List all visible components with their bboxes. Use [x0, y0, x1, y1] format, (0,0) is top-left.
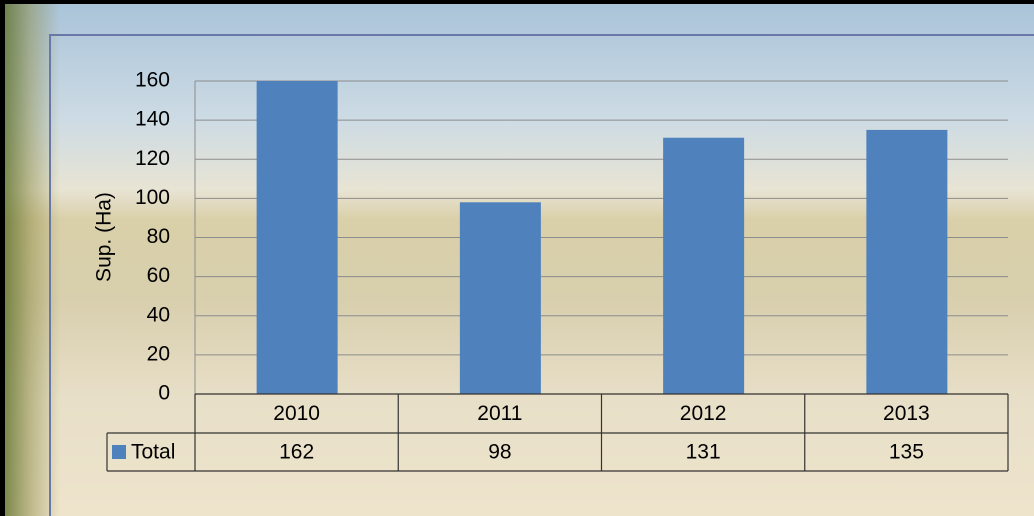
plot-frame	[49, 34, 1034, 516]
y-tick-label: 120	[135, 147, 170, 170]
y-tick-label: 60	[147, 264, 170, 287]
y-tick-label: 140	[135, 108, 170, 131]
frame-left	[0, 0, 5, 516]
frame-top	[0, 0, 1034, 4]
table-value: 135	[889, 441, 924, 464]
y-tick-label: 0	[158, 382, 170, 405]
y-axis-label: Sup. (Ha)	[93, 192, 116, 282]
bar	[663, 137, 745, 394]
x-tick-label: 2011	[477, 402, 522, 425]
x-tick-label: 2010	[273, 402, 320, 425]
bar	[459, 202, 541, 394]
y-tick-label: 160	[135, 69, 170, 92]
legend-label: Total	[131, 441, 175, 464]
y-tick-label: 20	[147, 342, 170, 365]
table-value: 98	[488, 441, 511, 464]
bar	[866, 129, 948, 394]
table-value: 131	[686, 441, 721, 464]
x-tick-label: 2012	[680, 402, 727, 425]
legend-swatch	[112, 445, 126, 459]
bar	[256, 81, 338, 394]
y-tick-label: 80	[147, 225, 170, 248]
y-tick-label: 40	[147, 303, 170, 326]
table-value: 162	[279, 441, 314, 464]
x-tick-label: 2013	[883, 402, 930, 425]
y-tick-label: 100	[135, 186, 170, 209]
